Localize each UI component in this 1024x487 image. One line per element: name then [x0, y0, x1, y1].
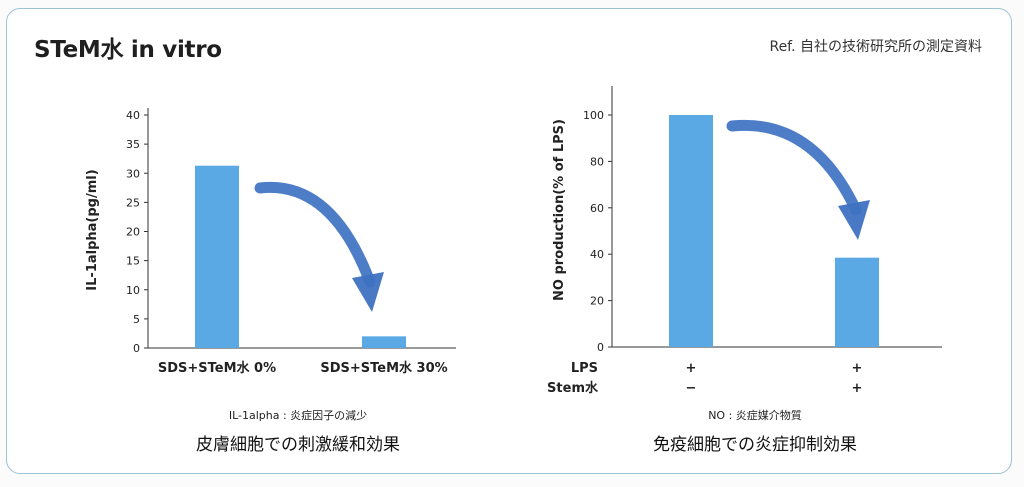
- chart1-y-tick-label: 40: [126, 109, 140, 122]
- chart1-y-tick-label: 0: [133, 342, 140, 355]
- chart2-y-axis-label: NO production(% of LPS): [552, 119, 567, 301]
- chart1-y-axis-label: IL-1alpha(pg/ml): [85, 169, 100, 290]
- chart2-y-tick-label: 60: [590, 202, 604, 215]
- chart1-y-tick-label: 25: [126, 196, 140, 209]
- chart2-bar: [835, 257, 879, 347]
- chart1-arrow-head: [352, 272, 384, 312]
- chart1-y-tick-label: 20: [126, 226, 140, 239]
- chart2-arrow-head: [838, 200, 870, 240]
- chart1-bar: [195, 165, 239, 348]
- reference-note: Ref. 自社の技術研究所の測定資料: [769, 39, 982, 55]
- chart2-row-value: +: [686, 361, 697, 376]
- figure-frame: [6, 8, 1012, 474]
- chart2-y-tick-label: 20: [590, 295, 604, 308]
- chart1-y-tick-label: 35: [126, 138, 140, 151]
- chart2-row-value: +: [852, 361, 863, 376]
- chart2-row-value: +: [852, 381, 863, 396]
- chart2-caption: 免疫細胞での炎症抑制効果: [653, 435, 857, 455]
- chart1-x-tick-label: SDS+STeM水 0%: [158, 360, 276, 376]
- chart1-arrow-shaft: [254, 181, 376, 288]
- chart1-note: IL-1alpha : 炎症因子の減少: [228, 409, 368, 422]
- chart1-bar: [362, 336, 406, 348]
- chart2-arrow-shaft: [726, 119, 862, 216]
- chart2-note: NO : 炎症媒介物質: [708, 409, 802, 422]
- chart2-row-label: Stem水: [547, 380, 599, 396]
- chart1-caption: 皮膚細胞での刺激緩和効果: [196, 435, 400, 455]
- chart2-y-tick-label: 40: [590, 248, 604, 261]
- chart1-x-tick-label: SDS+STeM水 30%: [320, 360, 447, 376]
- chart2-row-value: −: [686, 381, 697, 396]
- chart1-y-tick-label: 5: [133, 313, 140, 326]
- chart2-bar: [669, 115, 713, 347]
- chart2-y-tick-label: 80: [590, 155, 604, 168]
- chart2-y-tick-label: 100: [583, 109, 604, 122]
- chart2-row-label: LPS: [571, 361, 598, 376]
- chart2-y-tick-label: 0: [597, 341, 604, 354]
- chart1-y-tick-label: 10: [126, 284, 140, 297]
- chart1-y-tick-label: 15: [126, 255, 140, 268]
- chart1-y-tick-label: 30: [126, 167, 140, 180]
- page-title: STeM水 in vitro: [34, 37, 222, 63]
